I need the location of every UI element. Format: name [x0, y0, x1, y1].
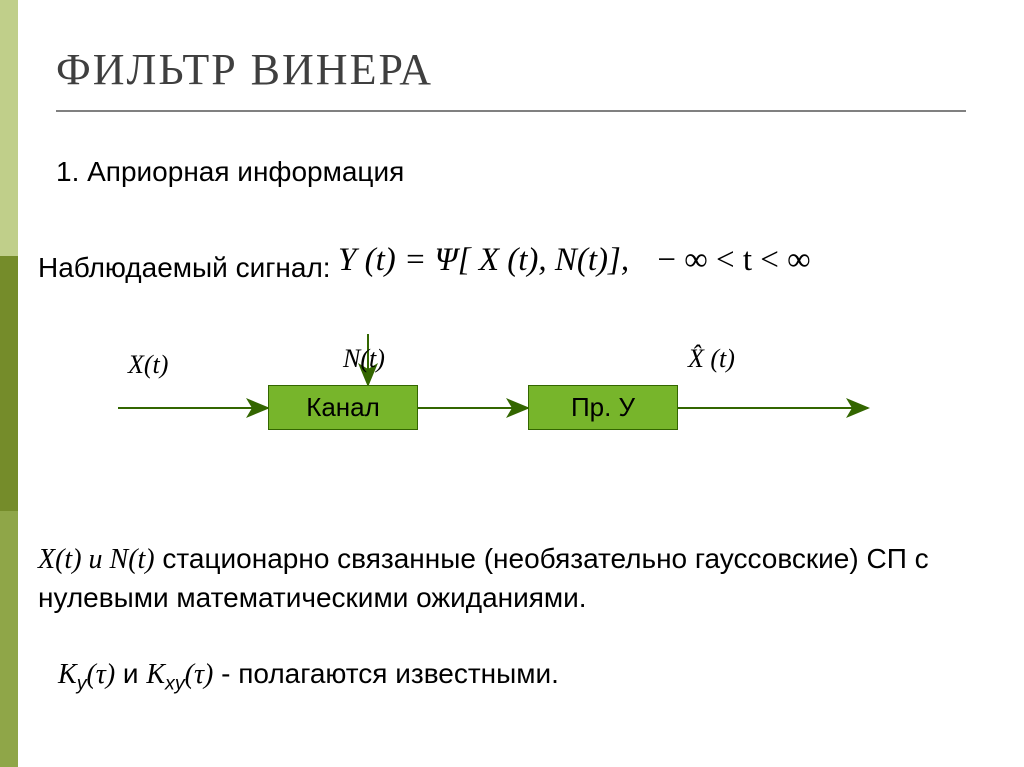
description-paragraph: X(t) и N(t) стационарно связанные (необя…: [38, 540, 968, 617]
k1-sub: y: [77, 673, 87, 695]
sidebar-stripe-3: [0, 511, 18, 767]
observed-label: Наблюдаемый сигнал:: [38, 252, 331, 284]
para1-rest: стационарно связанные (необязательно гау…: [38, 543, 929, 613]
slide-title: ФИЛЬТР ВИНЕРА: [56, 44, 433, 95]
section-heading: 1. Априорная информация: [56, 156, 404, 188]
label-x-input: X(t): [128, 350, 168, 380]
title-rule: [56, 110, 966, 112]
formula: Y (t) = Ψ[ X (t), N(t)], − ∞ < t < ∞: [338, 242, 811, 279]
slide-content: ФИЛЬТР ВИНЕРА 1. Априорная информация На…: [18, 0, 1024, 767]
label-x-hat: X̂ (t): [688, 344, 735, 374]
tau1: (τ): [86, 659, 115, 690]
sidebar-stripe-2: [0, 256, 18, 512]
block-channel: Канал: [268, 385, 418, 430]
block-receiver: Пр. У: [528, 385, 678, 430]
para2-rest: - полагаются известными.: [213, 658, 559, 689]
k2: K: [146, 659, 165, 690]
sidebar-accent: [0, 0, 18, 767]
tau2: (τ): [185, 659, 214, 690]
formula-main: Y (t) = Ψ[ X (t), N(t)],: [338, 242, 629, 278]
label-noise: N(t): [343, 344, 385, 374]
formula-range: − ∞ < t < ∞: [657, 242, 810, 278]
para1-lead: X(t) и N(t): [38, 544, 155, 575]
sidebar-stripe-1: [0, 0, 18, 256]
k1: K: [58, 659, 77, 690]
and-word: и: [115, 658, 146, 689]
block-diagram: Канал Пр. У X(t) N(t) X̂ (t): [98, 320, 898, 470]
k2-sub: xy: [165, 673, 185, 695]
diagram-arrows: [98, 320, 898, 470]
covariance-paragraph: Ky(τ) и Kxy(τ) - полагаются известными.: [58, 658, 958, 696]
